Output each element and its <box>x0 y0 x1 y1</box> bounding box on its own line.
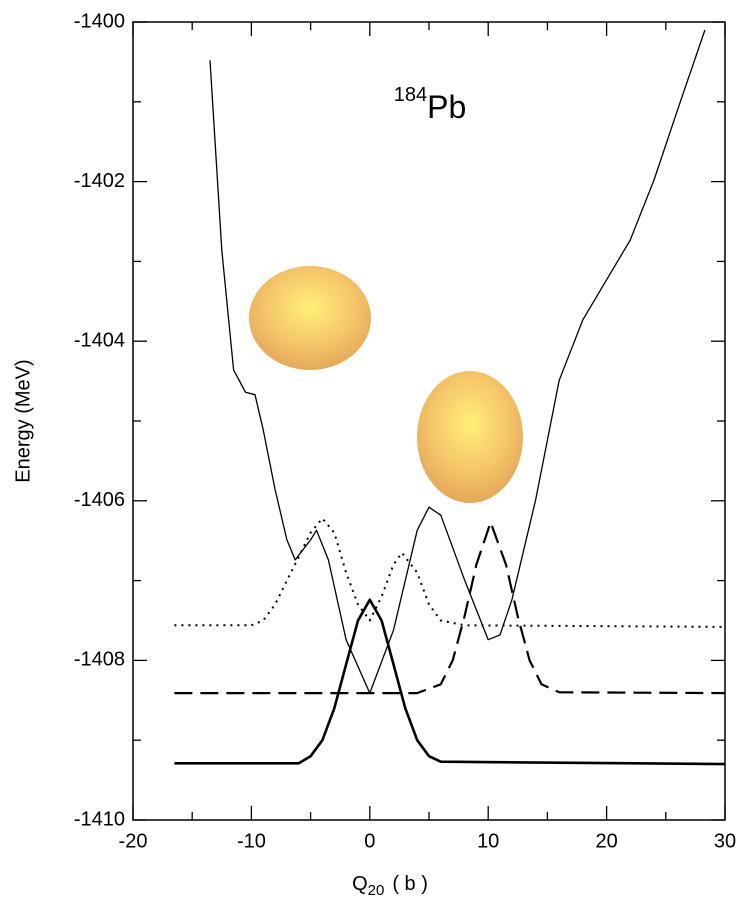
title-superscript: 184 <box>394 84 427 106</box>
x-label-unit: ( b ) <box>392 873 428 895</box>
x-tick-label: -10 <box>237 830 266 852</box>
y-tick-label: -1408 <box>74 649 125 671</box>
y-tick-label: -1404 <box>74 329 125 351</box>
curve <box>209 29 706 694</box>
x-label-main: Q <box>352 873 368 895</box>
chart-title: 184Pb <box>394 84 467 125</box>
y-tick-label: -1406 <box>74 489 125 511</box>
x-label-subscript: 20 <box>368 882 385 899</box>
x-tick-label: 30 <box>714 830 736 852</box>
y-axis-label: Energy (MeV) <box>12 359 34 482</box>
y-tick-label: -1410 <box>74 808 125 830</box>
title-main: Pb <box>427 89 466 125</box>
x-tick-label: 10 <box>477 830 499 852</box>
y-tick-label: -1402 <box>74 170 125 192</box>
x-tick-label: 20 <box>595 830 617 852</box>
curve <box>174 598 726 766</box>
nucleus-spherical <box>249 266 371 370</box>
curve <box>174 521 726 695</box>
nucleus-prolate <box>417 371 523 503</box>
x-tick-label: 0 <box>364 830 375 852</box>
y-tick-label: -1400 <box>74 10 125 32</box>
x-axis-label: Q20 ( b ) <box>352 873 428 899</box>
x-tick-label: -20 <box>119 830 148 852</box>
curve <box>174 517 726 628</box>
